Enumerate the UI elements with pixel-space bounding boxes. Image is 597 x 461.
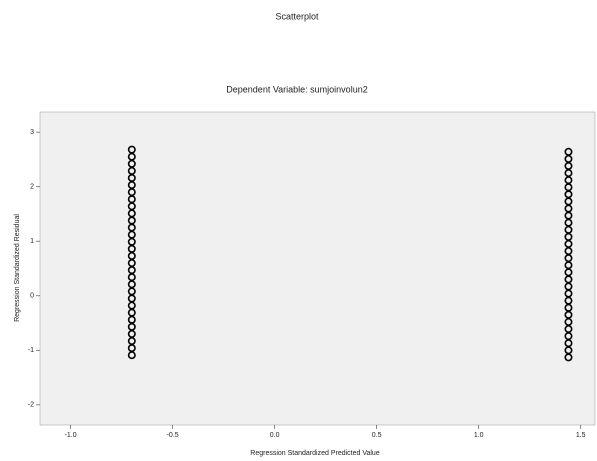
x-tick-label: 1.0 [474, 432, 484, 439]
y-tick-label: 1 [30, 238, 34, 245]
x-axis-label: Regression Standardized Predicted Value [250, 450, 380, 457]
x-tick-label: 0.5 [372, 432, 382, 439]
x-tick-label: -0.5 [167, 432, 179, 439]
x-tick-label: -1.0 [65, 432, 77, 439]
y-tick-label: -1 [28, 347, 34, 354]
x-tick-label: 0.0 [270, 432, 280, 439]
y-tick-label: 2 [30, 184, 34, 191]
point [564, 353, 573, 362]
y-tick-label: 0 [30, 293, 34, 300]
x-tick-label: 1.5 [576, 432, 586, 439]
chart-subtitle: Dependent Variable: sumjoinvolun2 [226, 84, 367, 94]
point [127, 351, 136, 360]
y-axis-label: Regression Standardized Residual [14, 214, 21, 322]
y-tick-label: 3 [30, 129, 34, 136]
chart-title: Scatterplot [275, 11, 319, 21]
plot-area [39, 111, 596, 426]
y-tick-label: -2 [28, 402, 34, 409]
